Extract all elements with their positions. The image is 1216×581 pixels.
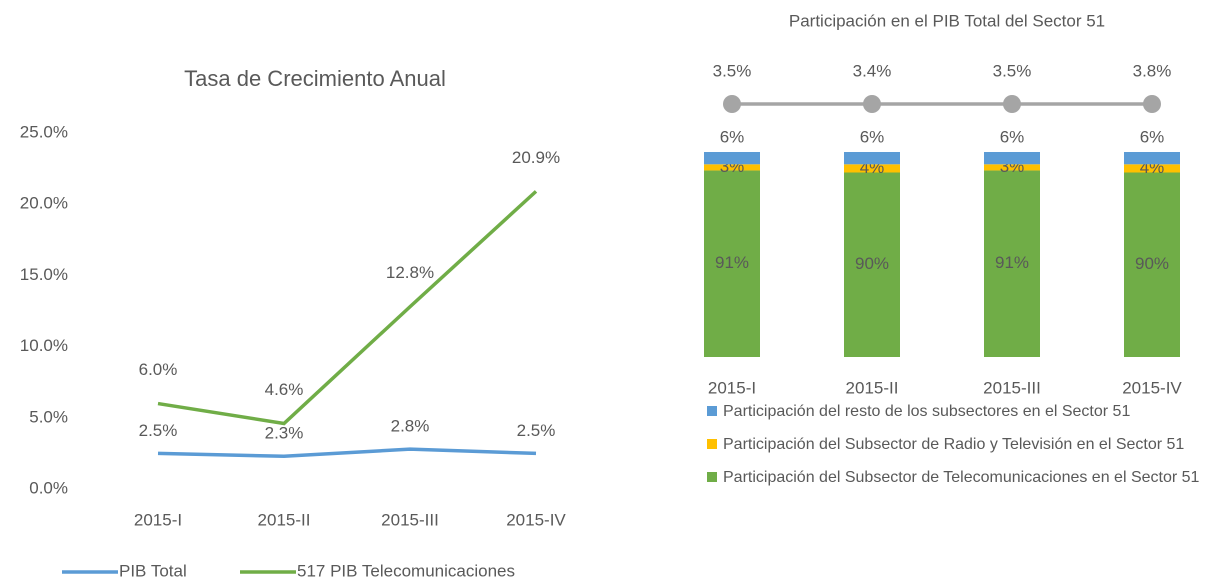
data-label: 20.9% — [512, 148, 560, 167]
y-tick-label: 10.0% — [20, 336, 68, 355]
x-tick-label: 2015-I — [134, 510, 182, 529]
legend: Participación del resto de los subsector… — [707, 400, 1202, 499]
data-label: 6% — [720, 127, 745, 146]
line — [157, 190, 538, 426]
data-label: 90% — [1135, 254, 1169, 273]
x-tick-label: 2015-III — [983, 378, 1041, 397]
top-line-point — [1003, 95, 1021, 113]
bar-segment — [704, 170, 760, 357]
legend-swatch — [707, 472, 717, 482]
x-tick-label: 2015-I — [708, 378, 756, 397]
x-tick-label: 2015-IV — [506, 510, 566, 529]
legend-label: Participación del resto de los subsector… — [723, 403, 1131, 420]
legend-item: Participación del Subsector de Telecomun… — [707, 466, 1202, 489]
bar-segment — [1124, 172, 1180, 357]
bar-segment — [984, 170, 1040, 357]
legend-item: Participación del Subsector de Radio y T… — [707, 433, 1202, 456]
y-tick-label: 15.0% — [20, 265, 68, 284]
top-line-label: 3.5% — [993, 61, 1032, 80]
data-label: 6% — [860, 127, 885, 146]
legend-swatch — [707, 439, 717, 449]
legend-label: PIB Total — [119, 561, 187, 580]
data-label: 2.5% — [517, 421, 556, 440]
legend-label: Participación del Subsector de Radio y T… — [723, 436, 1185, 453]
legend-label: Participación del Subsector de Telecomun… — [723, 469, 1200, 486]
bar-segment — [984, 152, 1040, 165]
x-tick-label: 2015-II — [846, 378, 899, 397]
data-label: 2.8% — [391, 417, 430, 436]
top-line-label: 3.4% — [853, 61, 892, 80]
top-line-point — [1143, 95, 1161, 113]
legend-label: 517 PIB Telecomunicaciones — [297, 561, 515, 580]
legend-swatch — [707, 406, 717, 416]
bar-segment — [844, 164, 900, 173]
bar-segment — [844, 172, 900, 357]
y-tick-label: 25.0% — [20, 122, 68, 141]
y-tick-label: 20.0% — [20, 194, 68, 213]
bar-segment — [1124, 164, 1180, 173]
chart-title: Tasa de Crecimiento Anual — [184, 66, 446, 91]
y-tick-label: 5.0% — [29, 407, 68, 426]
data-label: 6% — [1140, 127, 1165, 146]
bar-segment — [844, 152, 900, 165]
bar-segment — [704, 152, 760, 165]
top-line-label: 3.8% — [1133, 61, 1172, 80]
data-label: 2.5% — [139, 421, 178, 440]
y-tick-label: 0.0% — [29, 478, 68, 497]
data-label: 91% — [715, 253, 749, 272]
data-label: 4.6% — [265, 380, 304, 399]
bar-segment — [704, 164, 760, 171]
legend-item: Participación del resto de los subsector… — [707, 400, 1202, 423]
bar-segment — [1124, 152, 1180, 165]
data-label: 2.3% — [265, 424, 304, 443]
x-tick-label: 2015-II — [258, 510, 311, 529]
x-tick-label: 2015-IV — [1122, 378, 1182, 397]
top-line-label: 3.5% — [713, 61, 752, 80]
chart-title: Participación en el PIB Total del Sector… — [789, 11, 1105, 30]
data-label: 91% — [995, 253, 1029, 272]
data-label: 90% — [855, 254, 889, 273]
x-tick-label: 2015-III — [381, 510, 439, 529]
line — [157, 447, 537, 458]
bar-segment — [984, 164, 1040, 171]
top-line-point — [863, 95, 881, 113]
data-label: 6.0% — [139, 360, 178, 379]
data-label: 6% — [1000, 127, 1025, 146]
data-label: 12.8% — [386, 263, 434, 282]
top-line-point — [723, 95, 741, 113]
